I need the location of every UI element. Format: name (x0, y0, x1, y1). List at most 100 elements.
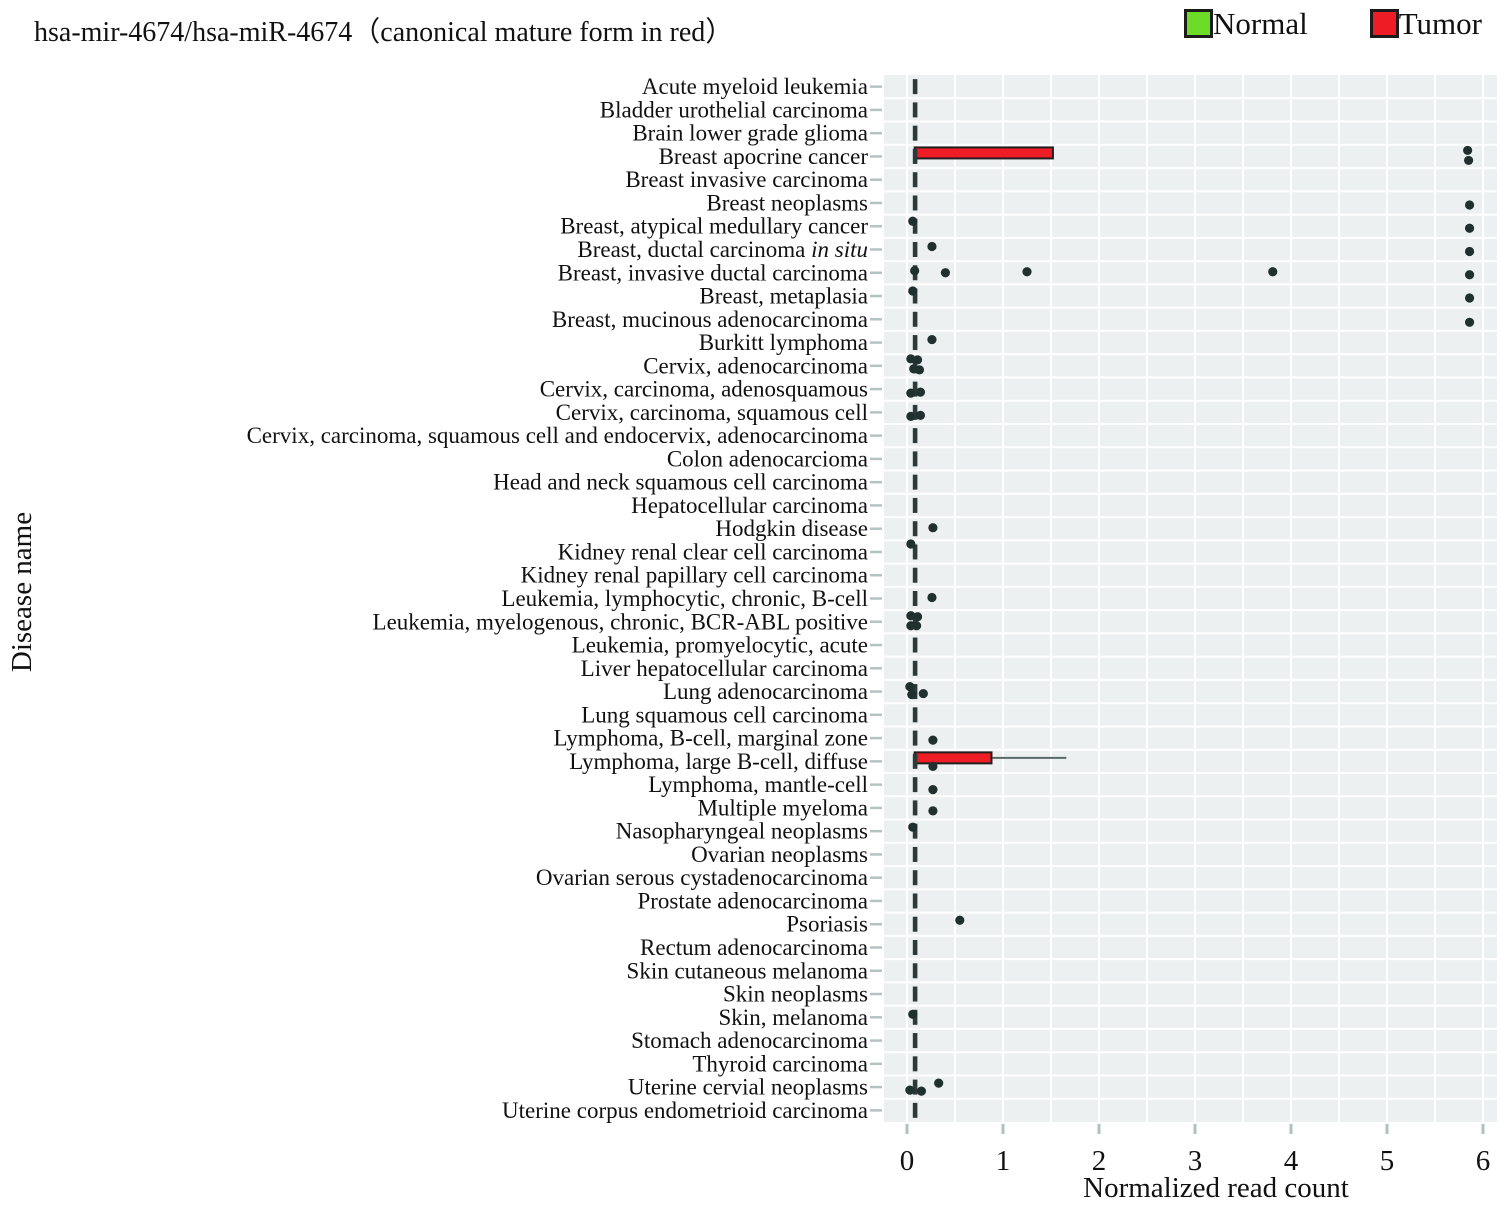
median-dash (912, 242, 918, 257)
median-dash (912, 218, 918, 234)
median-dash (912, 381, 918, 397)
row-label: Leukemia, lymphocytic, chronic, B-cell (501, 586, 868, 611)
median-dash (912, 404, 918, 420)
x-tick-label: 0 (900, 1145, 915, 1177)
x-tick-label: 6 (1476, 1145, 1491, 1177)
median-dash (912, 800, 918, 816)
row-label: Liver hepatocellular carcinoma (581, 656, 868, 681)
row-label: Breast, ductal carcinoma in situ (577, 237, 868, 262)
row-label: Burkitt lymphoma (699, 330, 868, 355)
row-label: Cervix, adenocarcinoma (643, 353, 868, 378)
median-dash (912, 311, 918, 327)
row-label: Lymphoma, large B-cell, diffuse (569, 749, 868, 774)
data-point (928, 785, 938, 795)
x-tick-label: 3 (1188, 1145, 1203, 1177)
median-dash (912, 1056, 918, 1072)
row-label: Hodgkin disease (715, 516, 868, 541)
data-point (927, 592, 937, 603)
legend-tumor-label: Tumor (1398, 6, 1482, 41)
median-dash (912, 591, 918, 606)
median-dash (912, 637, 918, 653)
data-point (934, 1078, 944, 1088)
row-label: Rectum adenocarcinoma (640, 935, 868, 960)
row-label: Leukemia, promyelocytic, acute (572, 633, 868, 658)
x-axis-title: Normalized read count (1083, 1172, 1349, 1204)
median-dash (912, 893, 918, 909)
data-point (915, 410, 926, 420)
median-dash (912, 567, 918, 583)
median-dash (912, 1102, 918, 1118)
median-dash (912, 428, 918, 444)
data-point (908, 822, 918, 832)
data-point (1464, 270, 1475, 280)
legend-item-tumor: Tumor (1369, 6, 1482, 41)
row-label: Cervix, carcinoma, adenosquamous (540, 377, 868, 402)
data-point (914, 365, 925, 375)
median-dash (912, 521, 918, 537)
data-point (915, 387, 926, 397)
row-label: Acute myeloid leukemia (642, 74, 868, 99)
data-point (1464, 155, 1474, 166)
data-point (928, 523, 938, 533)
median-dash (912, 544, 918, 560)
row-label: Uterine corpus endometrioid carcinoma (502, 1098, 868, 1123)
row-label: Lymphoma, mantle-cell (648, 772, 868, 797)
row-label: Lymphoma, B-cell, marginal zone (554, 726, 868, 751)
median-dash (912, 474, 918, 490)
median-dash (912, 916, 918, 932)
row-label: Skin cutaneous melanoma (627, 958, 868, 983)
median-dash (912, 986, 918, 1002)
data-point (928, 806, 938, 816)
data-point (1464, 223, 1475, 233)
row-label: Breast, metaplasia (699, 284, 868, 309)
data-point (1464, 293, 1475, 303)
row-label: Ovarian serous cystadenocarcinoma (536, 865, 868, 890)
data-point (906, 388, 916, 398)
row-label: Kidney renal clear cell carcinoma (558, 539, 868, 564)
data-point (940, 268, 951, 278)
row-label: Ovarian neoplasms (691, 842, 868, 867)
data-point (1464, 317, 1475, 327)
row-label: Stomach adenocarcinoma (631, 1028, 868, 1053)
data-point (955, 915, 965, 925)
x-tick-label: 5 (1380, 1145, 1395, 1177)
legend-item-normal: Normal (1184, 8, 1308, 39)
data-point (912, 612, 923, 622)
median-dash (912, 195, 918, 211)
chart-title: hsa-mir-4674/hsa-miR-4674（canonical matu… (34, 17, 734, 48)
median-dash (912, 870, 918, 886)
row-label: Breast, atypical medullary cancer (560, 214, 868, 239)
data-point (910, 266, 920, 276)
median-dash (912, 753, 918, 769)
median-dash (912, 777, 918, 793)
median-dash (912, 79, 918, 95)
median-dash (912, 963, 918, 979)
data-point (1464, 246, 1475, 257)
median-dash (912, 125, 918, 141)
tumor-box (913, 751, 993, 765)
median-dash (912, 451, 918, 467)
row-label: Skin neoplasms (723, 982, 868, 1007)
legend: Normal Tumor (1184, 8, 1512, 39)
row-label: Colon adenocarcioma (667, 446, 868, 471)
x-tick-label: 1 (996, 1145, 1011, 1177)
row-label: Breast, invasive ductal carcinoma (558, 260, 868, 285)
data-point (908, 216, 918, 226)
legend-normal-label: Normal (1213, 6, 1308, 41)
row-label: Multiple myeloma (697, 795, 868, 820)
row-label: Cervix, carcinoma, squamous cell (556, 400, 868, 425)
median-dash (912, 823, 918, 839)
x-tick-label: 2 (1092, 1145, 1107, 1177)
tumor-swatch-icon (1369, 9, 1399, 38)
median-dash (912, 660, 918, 676)
median-dash (912, 497, 918, 513)
row-label: Bladder urothelial carcinoma (600, 97, 868, 122)
data-point (906, 539, 916, 549)
row-label: Psoriasis (786, 912, 868, 937)
row-label: Thyroid carcinoma (692, 1051, 868, 1076)
x-tick-label: 4 (1284, 1145, 1299, 1177)
row-label: Kidney renal papillary cell carcinoma (521, 563, 868, 588)
data-point (905, 1085, 915, 1095)
